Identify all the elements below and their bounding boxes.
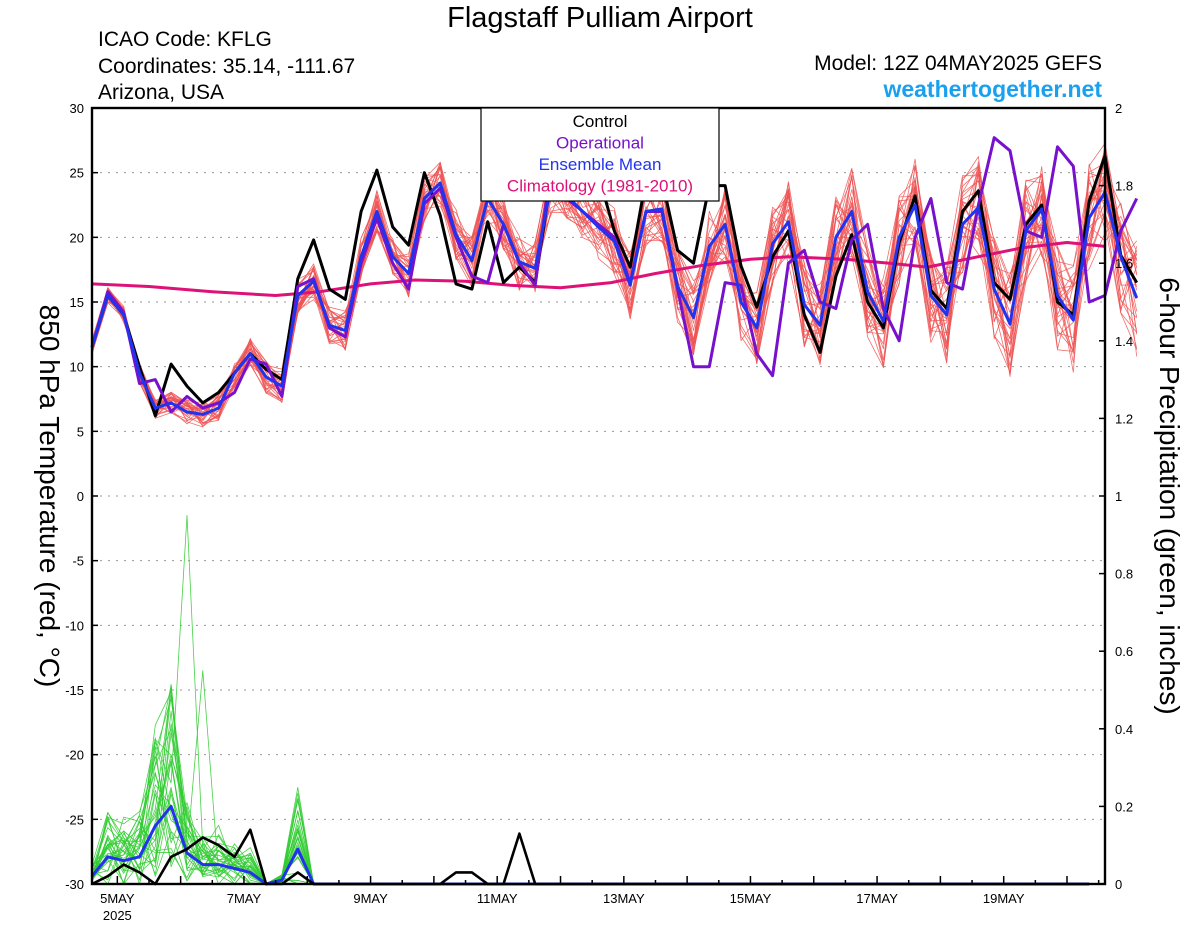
- legend-entry: Climatology (1981-2010): [507, 177, 693, 196]
- right-tick-label: 1.4: [1115, 334, 1133, 349]
- precip-member-line: [91, 691, 1090, 885]
- legend-entry: Ensemble Mean: [539, 155, 662, 174]
- right-tick-label: 0.8: [1115, 567, 1133, 582]
- left-tick-label: -20: [65, 748, 84, 763]
- right-tick-label: 2: [1115, 101, 1122, 116]
- left-tick-label: -15: [65, 683, 84, 698]
- right-tick-label: 0.4: [1115, 722, 1133, 737]
- precip-member-line: [91, 515, 1090, 885]
- precip-member-line: [91, 754, 1090, 885]
- right-tick-label: 1.8: [1115, 179, 1133, 194]
- temperature-member-line: [91, 144, 1137, 417]
- chart-title: Flagstaff Pulliam Airport: [447, 2, 753, 34]
- left-tick-label: 30: [70, 101, 84, 116]
- x-tick-label: 9MAY: [353, 891, 388, 906]
- x-tick-label: 17MAY: [856, 891, 898, 906]
- right-tick-label: 0.6: [1115, 644, 1133, 659]
- right-axis-ticks: 2 1.8 1.6 1.4 1.2 1 0.8 0.6 0.4 0.2 0: [1099, 101, 1133, 892]
- left-axis-label: 850 hPa Temperature (red, °C): [34, 305, 65, 688]
- x-tick-label: 19MAY: [983, 891, 1025, 906]
- left-tick-label: 0: [77, 489, 84, 504]
- x-tick-label: 5MAY: [100, 891, 135, 906]
- right-axis-label: 6-hour Precipitation (green, inches): [1154, 277, 1185, 714]
- region: Arizona, USA: [98, 81, 225, 104]
- right-tick-label: 0.2: [1115, 799, 1133, 814]
- right-tick-label: 1.6: [1115, 256, 1133, 271]
- left-tick-label: -25: [65, 812, 84, 827]
- x-year-label: 2025: [103, 908, 132, 923]
- temperature-operational-line: [90, 136, 1139, 414]
- precip-member-line: [91, 694, 1090, 885]
- precip-member-line: [91, 774, 1090, 885]
- x-tick-label: 13MAY: [603, 891, 645, 906]
- right-tick-label: 1: [1115, 489, 1122, 504]
- site-link[interactable]: weathertogether.net: [883, 76, 1102, 102]
- left-axis-ticks: 30 25 20 15 10 5 0 -5 -10 -15 -20 -25 -30: [65, 101, 98, 892]
- precip-member-line: [91, 687, 1090, 885]
- model-run: Model: 12Z 04MAY2025 GEFS: [814, 52, 1102, 75]
- left-tick-label: -30: [65, 877, 84, 892]
- temperature-member-line: [91, 158, 1138, 420]
- precip-member-line: [91, 816, 1090, 885]
- left-tick-label: 15: [70, 295, 84, 310]
- x-tick-label: 15MAY: [730, 891, 772, 906]
- legend: Control Operational Ensemble Mean Climatolo…: [480, 107, 720, 202]
- precip-member-line: [91, 755, 1090, 885]
- legend-entry: Operational: [556, 134, 644, 153]
- left-tick-label: 25: [70, 166, 84, 181]
- x-tick-label: 7MAY: [227, 891, 262, 906]
- legend-entry: Control: [573, 112, 628, 131]
- x-axis-ticks: 5MAY 7MAY 9MAY 11MAY 13MAY 15MAY 17MAY 19MAY 202…: [100, 876, 1100, 923]
- precip-members: [91, 515, 1090, 885]
- right-tick-label: 0: [1115, 877, 1122, 892]
- precip-member-line: [91, 697, 1090, 885]
- left-tick-label: 20: [70, 230, 84, 245]
- right-tick-label: 1.2: [1115, 411, 1133, 426]
- precip-member-line: [91, 670, 1090, 885]
- temperature-member-line: [91, 163, 1138, 414]
- left-tick-label: 10: [70, 360, 84, 375]
- left-tick-label: -10: [65, 618, 84, 633]
- left-tick-label: 5: [77, 424, 84, 439]
- temperature-control-line: [90, 154, 1138, 418]
- x-tick-label: 11MAY: [477, 891, 518, 906]
- temperature-mean-line: [90, 181, 1139, 416]
- left-tick-label: -5: [72, 554, 84, 569]
- coordinates: Coordinates: 35.14, -111.67: [98, 55, 356, 78]
- icao-code: ICAO Code: KFLG: [98, 28, 272, 51]
